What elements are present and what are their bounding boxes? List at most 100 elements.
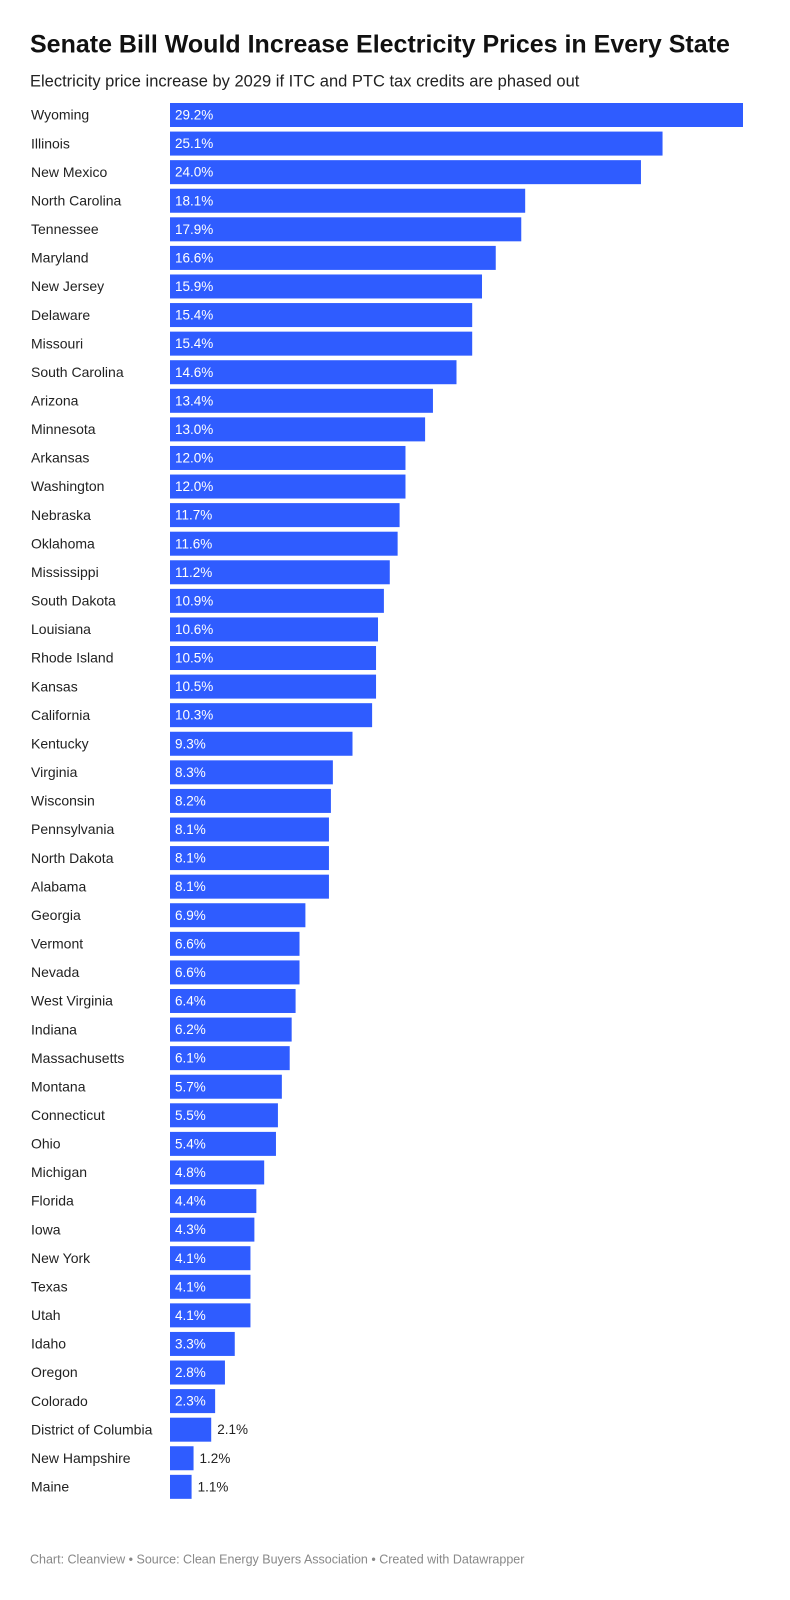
category-label: Virginia: [31, 764, 78, 780]
value-label: 4.4%: [175, 1194, 206, 1209]
bar: [170, 788, 331, 813]
value-label: 1.1%: [198, 1479, 229, 1494]
value-label: 6.6%: [175, 965, 206, 980]
bar: [170, 960, 300, 985]
bar: [170, 160, 641, 185]
value-label: 2.1%: [217, 1422, 248, 1437]
category-label: North Carolina: [31, 192, 121, 208]
value-label: 5.5%: [175, 1108, 206, 1123]
bar: [170, 931, 300, 956]
value-label: 13.0%: [175, 422, 213, 437]
bar: [170, 303, 473, 328]
bar: [170, 1017, 292, 1042]
value-label: 2.3%: [175, 1394, 206, 1409]
category-label: Pennsylvania: [31, 821, 114, 837]
bar: [170, 245, 496, 270]
bar: [170, 1331, 235, 1356]
value-label: 15.4%: [175, 336, 213, 351]
value-label: 11.6%: [175, 536, 212, 551]
bar: [170, 674, 377, 699]
value-label: 5.7%: [175, 1079, 206, 1094]
category-label: California: [31, 707, 90, 723]
chart-title: Senate Bill Would Increase Electricity P…: [30, 31, 730, 59]
value-label: 15.9%: [175, 279, 213, 294]
bar: [170, 1246, 251, 1271]
bar: [170, 217, 522, 242]
value-label: 10.3%: [175, 708, 213, 723]
value-label: 13.4%: [175, 393, 213, 408]
value-label: 14.6%: [175, 365, 213, 380]
bar: [170, 588, 384, 613]
bar: [170, 503, 400, 528]
category-label: Colorado: [31, 1393, 88, 1409]
bar: [170, 331, 473, 356]
bar: [170, 874, 329, 899]
value-label: 12.0%: [175, 479, 213, 494]
category-label: Delaware: [31, 307, 90, 323]
category-label: Utah: [31, 1307, 61, 1323]
category-label: South Carolina: [31, 364, 124, 380]
value-label: 25.1%: [175, 136, 213, 151]
value-label: 24.0%: [175, 165, 213, 180]
category-label: Louisiana: [31, 621, 91, 637]
value-label: 6.2%: [175, 1022, 206, 1037]
bar: [170, 1103, 278, 1128]
bar: [170, 131, 663, 156]
category-label: Idaho: [31, 1336, 66, 1352]
value-label: 11.2%: [175, 565, 212, 580]
value-label: 18.1%: [175, 193, 213, 208]
bar: [170, 731, 353, 756]
bar: [170, 1417, 212, 1442]
bar: [170, 1046, 290, 1071]
category-label: Kansas: [31, 678, 78, 694]
value-label: 3.3%: [175, 1337, 206, 1352]
value-label: 10.5%: [175, 651, 213, 666]
value-label: 12.0%: [175, 451, 213, 466]
category-label: Michigan: [31, 1164, 87, 1180]
bar: [170, 846, 329, 871]
value-label: 8.1%: [175, 879, 206, 894]
category-label: West Virginia: [31, 993, 113, 1009]
category-label: Nebraska: [31, 507, 91, 523]
category-label: Massachusetts: [31, 1050, 124, 1066]
bar: [170, 417, 426, 442]
value-label: 1.2%: [200, 1451, 231, 1466]
value-label: 6.9%: [175, 908, 206, 923]
bar: [170, 531, 398, 556]
value-label: 10.9%: [175, 593, 213, 608]
bar: [170, 560, 390, 585]
bar: [170, 817, 329, 842]
value-label: 8.1%: [175, 822, 206, 837]
value-label: 16.6%: [175, 250, 213, 265]
bar: [170, 1303, 251, 1328]
value-label: 10.6%: [175, 622, 213, 637]
bar: [170, 1217, 255, 1242]
bar: [170, 445, 406, 470]
category-label: Missouri: [31, 335, 83, 351]
footer: Chart: Cleanview • Source: Clean Energy …: [30, 1552, 524, 1566]
category-label: Rhode Island: [31, 650, 114, 666]
value-label: 29.2%: [175, 108, 213, 123]
category-label: Ohio: [31, 1136, 61, 1152]
bar: [170, 1474, 192, 1499]
bar: [170, 360, 457, 385]
bar: [170, 760, 333, 785]
category-label: Florida: [31, 1193, 74, 1209]
bar: [170, 388, 433, 413]
value-label: 4.1%: [175, 1308, 206, 1323]
category-label: Oklahoma: [31, 535, 95, 551]
category-label: Mississippi: [31, 564, 99, 580]
category-label: Kentucky: [31, 735, 89, 751]
value-label: 6.1%: [175, 1051, 206, 1066]
value-label: 5.4%: [175, 1136, 206, 1151]
bar: [170, 103, 743, 127]
value-label: 15.4%: [175, 308, 213, 323]
bar: [170, 1189, 257, 1214]
bar: [170, 1446, 194, 1471]
category-label: Minnesota: [31, 421, 96, 437]
category-label: Nevada: [31, 964, 79, 980]
value-label: 17.9%: [175, 222, 213, 237]
value-label: 4.1%: [175, 1251, 206, 1266]
category-label: Wyoming: [31, 107, 89, 123]
